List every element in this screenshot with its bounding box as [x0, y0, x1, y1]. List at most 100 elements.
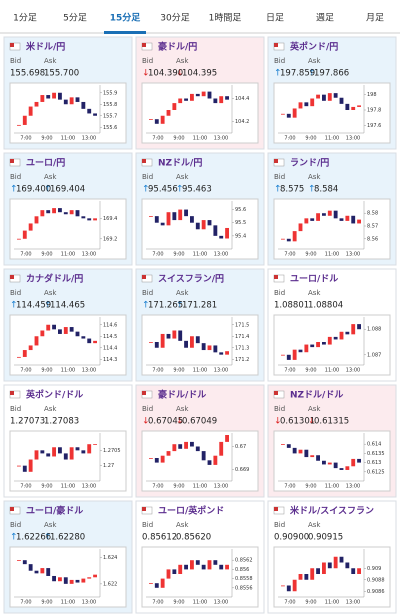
candle: [81, 216, 86, 219]
ask-value: 1.62280: [50, 533, 85, 543]
y-tick-label: 0.6135: [367, 451, 385, 457]
candle: [17, 560, 21, 561]
candle: [87, 577, 92, 579]
candle: [213, 560, 218, 565]
candle: [166, 110, 171, 116]
tab[interactable]: 1分足: [13, 13, 37, 24]
candle: [52, 447, 56, 457]
candle: [207, 460, 212, 465]
candle: [345, 466, 350, 470]
candle: [298, 102, 303, 109]
y-tick-label: 114.5: [103, 334, 117, 340]
x-tick-label: 7:00: [284, 252, 295, 258]
candle: [63, 327, 68, 334]
y-tick-label: 197.8: [367, 108, 381, 114]
candle: [184, 564, 188, 570]
candle: [304, 449, 309, 458]
candle: [201, 91, 206, 97]
flag-mark: [10, 275, 14, 279]
bid-value: 171.265: [148, 301, 183, 311]
candle: [345, 562, 350, 569]
candle: [93, 113, 97, 116]
ask-arrow: ↑: [44, 301, 52, 311]
rate-card[interactable]: NZドル/円 Bid Ask ↑ ↑95.456 95.463 95.4 95.5 95.6 7:…: [135, 152, 265, 266]
ask-label: Ask: [44, 57, 57, 65]
candle: [281, 444, 285, 445]
candle: [75, 210, 80, 217]
candle: [28, 564, 33, 571]
candle: [81, 336, 86, 339]
x-tick-label: 13:00: [346, 600, 360, 606]
tab[interactable]: 15分足: [110, 12, 142, 24]
tab[interactable]: 5分足: [63, 13, 87, 24]
x-tick-label: 9:00: [305, 368, 316, 374]
candle: [52, 208, 56, 214]
y-tick-label: 0.8558: [235, 576, 253, 582]
candle: [22, 560, 27, 565]
tab[interactable]: 30分足: [160, 13, 189, 24]
y-tick-label: 1.088: [367, 327, 381, 333]
x-tick-label: 9:00: [173, 484, 184, 490]
candle: [201, 220, 206, 230]
candle: [225, 227, 229, 239]
candle: [298, 349, 303, 353]
tab[interactable]: 1時間足: [209, 13, 242, 24]
x-tick-label: 9:00: [305, 484, 316, 490]
ask-value: 104.395: [182, 69, 217, 79]
x-tick-label: 7:00: [20, 252, 31, 258]
tab-underline: [104, 31, 146, 34]
bid-value: 95.456: [148, 185, 178, 195]
ask-arrow: ↑: [44, 185, 52, 195]
tab[interactable]: 週足: [316, 13, 334, 24]
ask-label: Ask: [176, 521, 189, 529]
ask-value: 169.404: [50, 185, 85, 195]
candle: [172, 330, 177, 339]
candle: [286, 444, 291, 448]
x-tick-label: 13:00: [214, 600, 228, 606]
tab[interactable]: 日足: [266, 13, 284, 24]
x-tick-label: 11:00: [325, 600, 339, 606]
candle: [17, 124, 21, 126]
candle: [28, 106, 33, 116]
x-tick-label: 9:00: [41, 368, 52, 374]
candle: [310, 218, 315, 221]
bid-value: 1.08801: [274, 301, 309, 311]
ask-value: 1.27083: [44, 417, 79, 427]
candle: [34, 216, 39, 224]
y-tick-label: 197.6: [367, 123, 381, 129]
x-tick-label: 13:00: [82, 484, 96, 490]
pair-title: 豪ドル/ドル: [158, 389, 206, 401]
y-tick-label: 155.9: [103, 90, 117, 96]
y-tick-label: 171.3: [235, 345, 249, 351]
candle: [292, 231, 297, 242]
candle: [195, 560, 200, 565]
y-tick-label: 104.4: [235, 96, 249, 102]
x-tick-label: 9:00: [173, 600, 184, 606]
candle: [81, 450, 86, 454]
candle: [339, 468, 344, 470]
y-tick-label: 155.7: [103, 113, 117, 119]
ask-value: 0.61315: [314, 417, 349, 427]
tab[interactable]: 月足: [366, 13, 384, 24]
candle: [304, 218, 309, 224]
bid-value: 0.61301: [280, 417, 315, 427]
candle: [219, 352, 224, 355]
x-tick-label: 11:00: [325, 252, 339, 258]
candle: [184, 340, 188, 348]
candle: [333, 556, 338, 569]
